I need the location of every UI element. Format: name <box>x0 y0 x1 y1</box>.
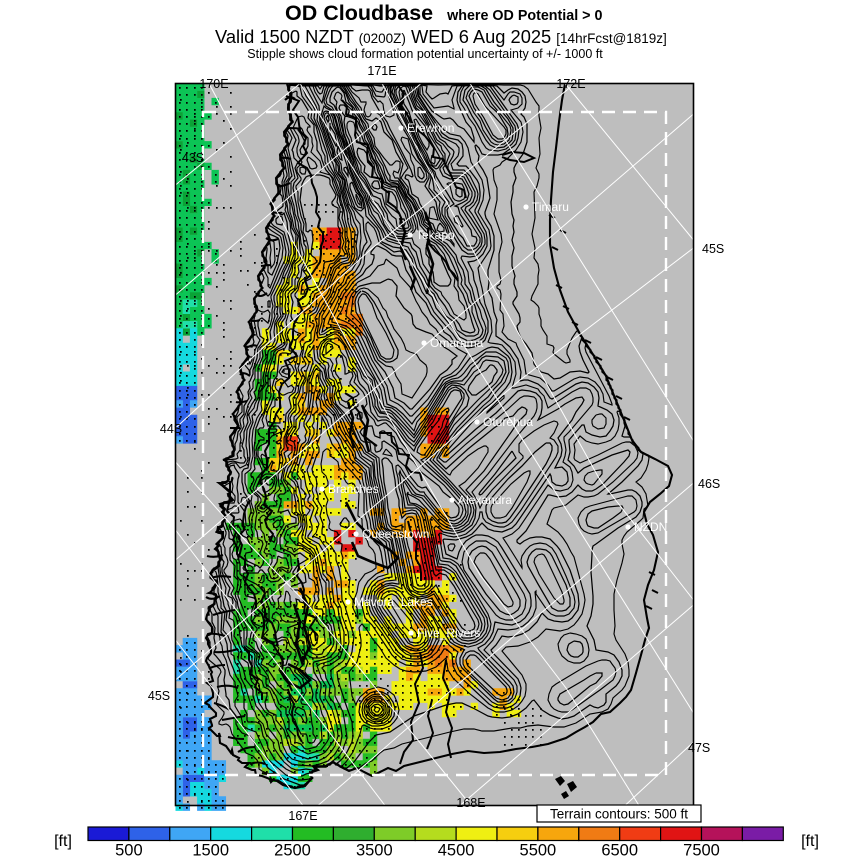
svg-text:4500: 4500 <box>438 842 475 860</box>
svg-text:Oturehua: Oturehua <box>483 415 533 429</box>
svg-text:45S: 45S <box>148 689 170 703</box>
svg-text:44S: 44S <box>160 422 182 436</box>
svg-text:Five_Rivers: Five_Rivers <box>417 626 480 640</box>
svg-text:Alexandra: Alexandra <box>458 493 512 507</box>
svg-text:Branches: Branches <box>328 482 379 496</box>
svg-text:6500: 6500 <box>601 842 638 860</box>
svg-text:Tekapo: Tekapo <box>416 228 455 242</box>
svg-text:1500: 1500 <box>192 842 229 860</box>
svg-text:Omarama: Omarama <box>430 336 484 350</box>
svg-text:OD Cloudbase where OD Potentia: OD Cloudbase where OD Potential > 0 <box>285 1 602 25</box>
svg-text:47S: 47S <box>688 741 710 755</box>
svg-text:Mavora_Lakes: Mavora_Lakes <box>354 595 433 609</box>
svg-text:170E: 170E <box>199 77 228 91</box>
svg-text:2500: 2500 <box>274 842 311 860</box>
svg-text:172E: 172E <box>556 77 585 91</box>
svg-text:7500: 7500 <box>683 842 720 860</box>
svg-text:171E: 171E <box>367 64 396 78</box>
svg-text:168E: 168E <box>456 796 485 810</box>
svg-text:[ft]: [ft] <box>801 833 819 850</box>
svg-text:Erewhon: Erewhon <box>407 121 454 135</box>
svg-text:Timaru: Timaru <box>532 200 569 214</box>
svg-text:167E: 167E <box>288 809 317 823</box>
svg-text:45S: 45S <box>702 242 724 256</box>
svg-text:46S: 46S <box>698 477 720 491</box>
svg-text:5500: 5500 <box>520 842 557 860</box>
svg-text:[ft]: [ft] <box>54 833 72 850</box>
svg-text:Terrain contours: 500 ft: Terrain contours: 500 ft <box>550 807 688 822</box>
svg-text:NZDN: NZDN <box>634 520 667 534</box>
svg-text:Valid 1500 NZDT (0200Z) WED 6: Valid 1500 NZDT (0200Z) WED 6 Aug 2025 [… <box>215 26 667 47</box>
svg-text:3500: 3500 <box>356 842 393 860</box>
svg-text:43S: 43S <box>182 151 204 165</box>
svg-text:500: 500 <box>115 842 143 860</box>
svg-text:Queenstown: Queenstown <box>362 527 429 541</box>
svg-text:Stipple shows cloud formation: Stipple shows cloud formation potential … <box>247 47 603 61</box>
